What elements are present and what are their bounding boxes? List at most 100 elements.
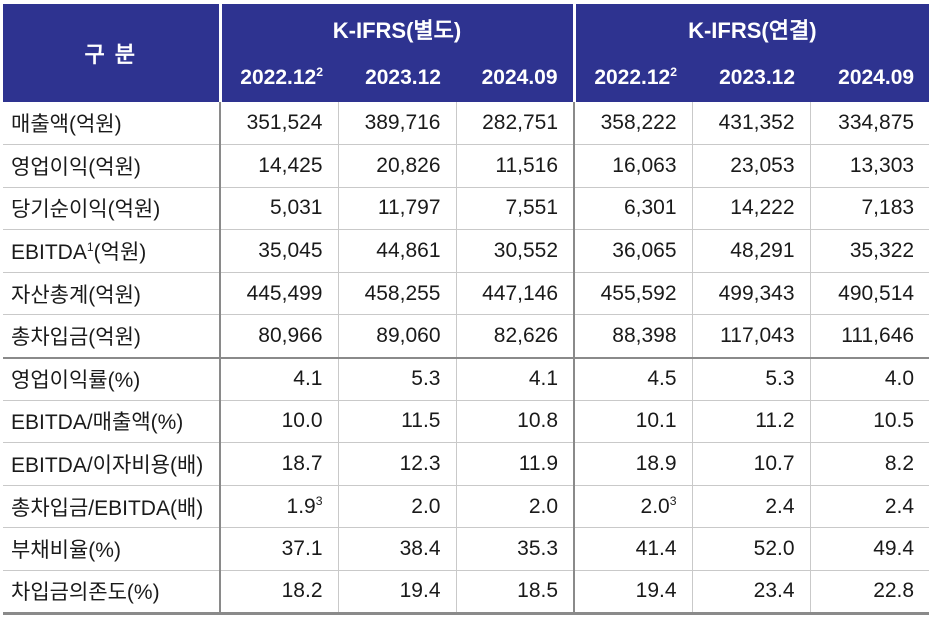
- table-row: 당기순이익(억원) 5,031 11,797 7,551 6,301 14,222 7,18…: [3, 186, 930, 230]
- value-cell: 38.4: [337, 527, 456, 571]
- value-cell: 23.4: [691, 570, 811, 614]
- value-cell: 7,183: [809, 186, 930, 230]
- table-row: 부채비율(%) 37.1 38.4 35.3 41.4 52.0 49.4: [3, 527, 930, 571]
- value-cell: 18.7: [219, 442, 338, 486]
- value-cell: 2.4: [691, 484, 811, 528]
- table-header: 구 분 K-IFRS(별도) K-IFRS(연결) 2022.122 2023.…: [3, 4, 930, 102]
- year-header: 2022.122: [218, 53, 338, 102]
- value-cell: 111,646: [809, 314, 930, 358]
- value-cell: 35.3: [455, 527, 575, 571]
- value-cell: 5.3: [691, 356, 811, 401]
- value-cell: 4.5: [573, 356, 693, 401]
- value-cell: 11,516: [455, 144, 575, 188]
- value-cell: 18.9: [573, 442, 693, 486]
- value-cell: 490,514: [809, 271, 930, 315]
- value-cell: 6,301: [573, 186, 693, 230]
- table-row: 매출액(억원) 351,524 389,716 282,751 358,222 431,3…: [3, 102, 930, 145]
- group-header-consolidated: K-IFRS(연결): [572, 4, 930, 53]
- table-row: 총차입금(억원) 80,966 89,060 82,626 88,398 117,043 1…: [3, 314, 930, 358]
- value-cell: 8.2: [809, 442, 930, 486]
- value-cell: 458,255: [337, 271, 456, 315]
- table-row: 차입금의존도(%) 18.2 19.4 18.5 19.4 23.4 22.8: [3, 570, 930, 614]
- value-cell: 11.5: [337, 399, 456, 443]
- year-header: 2022.122: [572, 53, 693, 102]
- row-label: 영업이익률(%): [3, 356, 220, 401]
- row-label: 부채비율(%): [3, 527, 220, 571]
- year-header: 2023.12: [692, 53, 811, 102]
- row-label: 매출액(억원): [11, 113, 122, 137]
- value-cell: 351,524: [219, 102, 338, 145]
- value-cell: 22.8: [809, 570, 930, 614]
- value-cell: 4.0: [809, 356, 930, 401]
- value-cell: 4.1: [455, 356, 575, 401]
- table-row: 영업이익률(%) 4.1 5.3 4.1 4.5 5.3 4.0: [3, 356, 930, 401]
- value-cell: 19.4: [337, 570, 456, 614]
- value-cell: 445,499: [219, 271, 338, 315]
- value-cell: 10.7: [691, 442, 811, 486]
- value-cell: 52.0: [691, 527, 811, 571]
- category-header: 구 분: [3, 4, 220, 102]
- table-row: 총차입금/EBITDA(배) 1.93 2.0 2.0 2.03 2.4 2.4: [3, 484, 930, 528]
- financial-summary-table: 구 분 K-IFRS(별도) K-IFRS(연결) 2022.122 2023.…: [3, 4, 930, 615]
- value-cell: 19.4: [573, 570, 693, 614]
- value-cell: 11.2: [691, 399, 811, 443]
- value-cell: 334,875: [809, 102, 930, 145]
- row-label: EBITDA1(억원): [3, 229, 220, 273]
- value-cell: 30,552: [455, 229, 575, 273]
- value-cell: 20,826: [337, 144, 456, 188]
- value-cell: 10.8: [455, 399, 575, 443]
- value-cell: 14,222: [691, 186, 811, 230]
- year-header: 2024.09: [456, 53, 575, 102]
- table-row: EBITDA/이자비용(배) 18.7 12.3 11.9 18.9 10.7 8.2: [3, 442, 930, 486]
- year-header: 2024.09: [810, 53, 930, 102]
- year-header: 2023.12: [338, 53, 456, 102]
- value-cell: 41.4: [573, 527, 693, 571]
- value-cell: 13,303: [809, 144, 930, 188]
- table-body: 매출액(억원) 351,524 389,716 282,751 358,222 431,3…: [3, 102, 930, 614]
- value-cell: 80,966: [219, 314, 338, 358]
- header-year-row: 2022.122 2023.12 2024.09 2022.122 2023.1…: [3, 53, 930, 102]
- value-cell: 117,043: [691, 314, 811, 358]
- value-cell: 14,425: [219, 144, 338, 188]
- row-label: 당기순이익(억원): [3, 186, 220, 230]
- row-label: 자산총계(억원): [3, 271, 220, 315]
- value-cell: 2.03: [573, 484, 693, 528]
- value-cell: 49.4: [809, 527, 930, 571]
- value-cell: 499,343: [691, 271, 811, 315]
- value-cell: 35,045: [219, 229, 338, 273]
- value-cell: 36,065: [573, 229, 693, 273]
- table-row: 영업이익(억원) 14,425 20,826 11,516 16,063 23,053 13…: [3, 144, 930, 188]
- value-cell: 4.1: [219, 356, 338, 401]
- value-cell: 431,352: [691, 102, 811, 145]
- value-cell: 82,626: [455, 314, 575, 358]
- value-cell: 16,063: [573, 144, 693, 188]
- row-label: 총차입금/EBITDA(배): [3, 484, 220, 528]
- value-cell: 18.5: [455, 570, 575, 614]
- value-cell: 2.4: [809, 484, 930, 528]
- row-label: 영업이익(억원): [3, 144, 220, 188]
- value-cell: 2.0: [455, 484, 575, 528]
- value-cell: 88,398: [573, 314, 693, 358]
- group-header-separate: K-IFRS(별도): [218, 4, 575, 53]
- row-label: 차입금의존도(%): [3, 570, 220, 614]
- value-cell: 37.1: [219, 527, 338, 571]
- value-cell: 10.0: [219, 399, 338, 443]
- value-cell: 5.3: [337, 356, 456, 401]
- value-cell: 11,797: [337, 186, 456, 230]
- row-label: EBITDA/이자비용(배): [3, 442, 220, 486]
- table-row: EBITDA1(억원) 35,045 44,861 30,552 36,065 48,29…: [3, 229, 930, 273]
- value-cell: 7,551: [455, 186, 575, 230]
- header-group-row: 구 분 K-IFRS(별도) K-IFRS(연결): [3, 4, 930, 102]
- value-cell: 23,053: [691, 144, 811, 188]
- value-cell: 389,716: [337, 102, 456, 145]
- value-cell: 35,322: [809, 229, 930, 273]
- table-row: EBITDA/매출액(%) 10.0 11.5 10.8 10.1 11.2 10.5: [3, 399, 930, 443]
- value-cell: 11.9: [455, 442, 575, 486]
- value-cell: 10.5: [809, 399, 930, 443]
- value-cell: 89,060: [337, 314, 456, 358]
- row-label: EBITDA/매출액(%): [3, 399, 220, 443]
- value-cell: 2.0: [337, 484, 456, 528]
- value-cell: 5,031: [219, 186, 338, 230]
- value-cell: 10.1: [573, 399, 693, 443]
- value-cell: 44,861: [337, 229, 456, 273]
